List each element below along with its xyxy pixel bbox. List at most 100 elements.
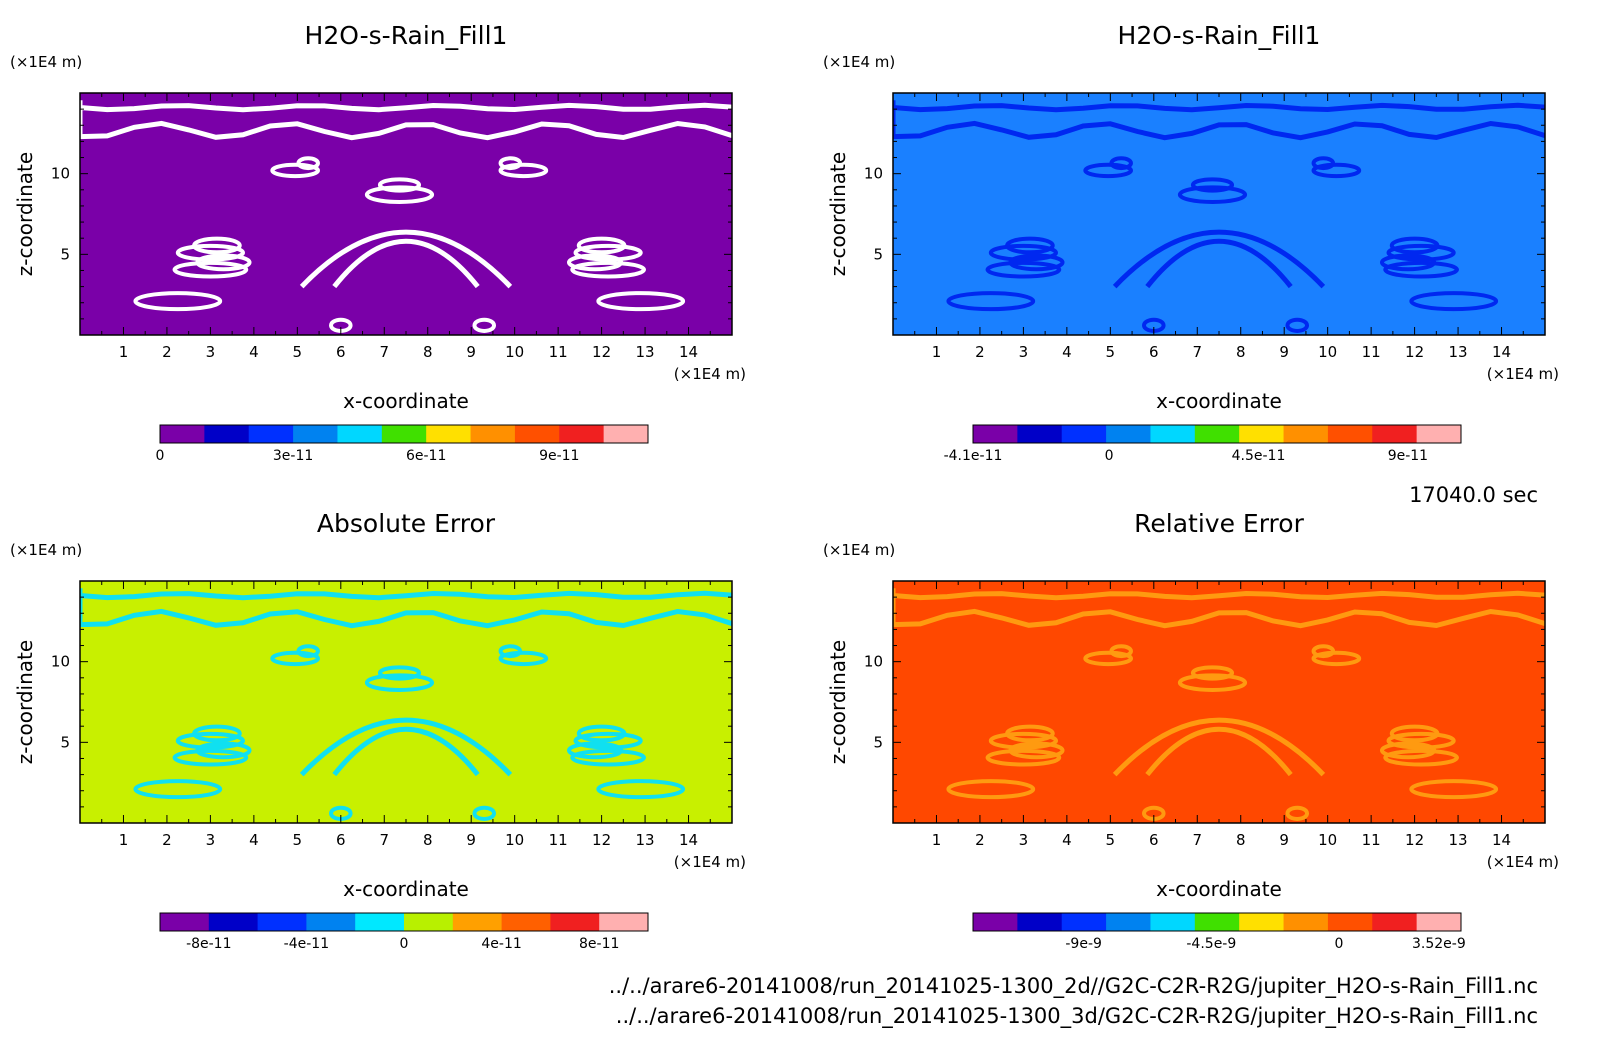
colorbar-swatch — [404, 913, 454, 931]
chart-title: Absolute Error — [317, 509, 496, 538]
y-axis-label: z-coordinate — [13, 152, 37, 276]
blob-feature — [985, 748, 1062, 767]
y-tick-label: 5 — [60, 733, 70, 751]
y-axis-label: z-coordinate — [13, 640, 37, 764]
y-unit-label: (×1E4 m) — [823, 53, 895, 71]
blob-feature — [296, 156, 320, 171]
blob-feature — [1311, 644, 1336, 659]
file-path-2: ../../arare6-20141008/run_20141025-1300_… — [616, 1004, 1538, 1029]
colorbar-swatch — [603, 425, 649, 443]
colorbar-swatch — [1327, 913, 1373, 931]
blob-feature — [472, 317, 497, 333]
x-tick-label: 3 — [1019, 831, 1029, 849]
band-feature — [80, 588, 732, 601]
blob-feature — [1380, 741, 1437, 760]
colorbar-tick-label: -4.5e-9 — [1186, 936, 1236, 952]
blob-feature — [498, 650, 549, 667]
x-tick-label: 1 — [119, 343, 129, 361]
band-feature — [893, 106, 1545, 141]
colorbar-swatch — [1061, 425, 1107, 443]
x-tick-label: 4 — [1062, 343, 1072, 361]
x-tick-label: 3 — [1019, 343, 1029, 361]
arch-feature — [299, 717, 513, 777]
colorbar-swatch — [1372, 913, 1418, 931]
colorbar-swatch — [1017, 913, 1063, 931]
x-tick-label: 10 — [1318, 343, 1337, 361]
chart-title: Relative Error — [1134, 509, 1304, 538]
y-unit-label: (×1E4 m) — [10, 53, 82, 71]
field-features — [893, 100, 1545, 333]
y-tick-label: 5 — [60, 245, 70, 263]
x-tick-label: 2 — [975, 831, 985, 849]
x-tick-label: 5 — [293, 831, 303, 849]
blob-feature — [1389, 236, 1440, 255]
blob-feature — [195, 253, 252, 272]
colorbar-tick-label: -4e-11 — [284, 936, 329, 952]
x-tick-label: 3 — [206, 343, 216, 361]
x-axis-label: x-coordinate — [343, 877, 469, 901]
blob-feature — [576, 724, 627, 743]
blob-feature — [988, 731, 1059, 750]
colorbar-tick-label: 0 — [400, 936, 409, 952]
blob-feature — [1083, 162, 1133, 179]
colorbar-swatch — [160, 425, 205, 443]
x-tick-label: 14 — [1492, 831, 1511, 849]
colorbar-swatch — [1327, 425, 1373, 443]
x-tick-label: 12 — [592, 831, 611, 849]
arch-feature — [332, 726, 480, 777]
colorbar-swatch — [355, 913, 405, 931]
colorbar-swatch — [160, 913, 210, 931]
arch-feature — [1145, 238, 1293, 289]
colorbar-swatch — [973, 913, 1018, 931]
x-tick-label: 14 — [1492, 343, 1511, 361]
x-tick-label: 1 — [119, 831, 129, 849]
colorbar-tick-label: -9e-9 — [1065, 936, 1102, 952]
x-axis-label: x-coordinate — [1156, 389, 1282, 413]
x-tick-label: 12 — [1405, 343, 1424, 361]
blob-feature — [1383, 748, 1459, 767]
field-features — [80, 588, 732, 821]
colorbar-swatch — [559, 425, 605, 443]
x-tick-label: 2 — [975, 343, 985, 361]
blob-feature — [988, 243, 1059, 262]
panel-4: Relative Error(×1E4 m)1 2 3 4 5 6 7 8 9 10 11 12 13 1… — [823, 509, 1559, 952]
blob-feature — [567, 253, 624, 272]
x-tick-label: 1 — [932, 831, 942, 849]
blob-feature — [1005, 236, 1055, 255]
blob-feature — [573, 243, 643, 262]
colorbar-tick-label: -4.1e-11 — [944, 448, 1003, 464]
time-label: 17040.0 sec — [1409, 483, 1538, 507]
blob-feature — [296, 644, 320, 659]
blob-feature — [1285, 805, 1310, 821]
blob-feature — [573, 731, 643, 750]
colorbar-swatch — [1416, 913, 1462, 931]
x-axis-label: x-coordinate — [343, 389, 469, 413]
colorbar-swatch — [1150, 425, 1196, 443]
x-tick-label: 13 — [636, 831, 655, 849]
colorbar-swatch — [1416, 425, 1462, 443]
x-tick-label: 8 — [423, 831, 433, 849]
colorbar-tick-label: 4e-11 — [481, 936, 521, 952]
colorbar-swatch — [257, 913, 307, 931]
y-tick-label: 10 — [864, 653, 883, 671]
y-axis-label: z-coordinate — [826, 152, 850, 276]
colorbar-swatch — [514, 425, 560, 443]
colorbar: 0 3e-11 6e-11 9e-11 — [156, 424, 649, 464]
colorbar-swatch — [1106, 425, 1151, 443]
x-tick-label: 6 — [1149, 831, 1159, 849]
x-tick-label: 11 — [1362, 831, 1381, 849]
colorbar-tick-label: 3.52e-9 — [1412, 936, 1466, 952]
colorbar: -8e-11 -4e-11 0 4e-11 8e-11 — [159, 912, 649, 952]
blob-feature — [1083, 650, 1133, 667]
file-path-1: ../../arare6-20141008/run_20141025-1300_… — [609, 974, 1538, 999]
blob-feature — [172, 260, 249, 279]
chart-title: H2O-s-Rain_Fill1 — [305, 21, 508, 50]
blob-feature — [576, 236, 627, 255]
x-tick-label: 2 — [162, 831, 172, 849]
colorbar-swatch — [306, 913, 356, 931]
colorbar-tick-label: 0 — [1105, 448, 1114, 464]
x-tick-label: 8 — [423, 343, 433, 361]
arch-feature — [1112, 229, 1326, 289]
blob-feature — [570, 260, 646, 279]
